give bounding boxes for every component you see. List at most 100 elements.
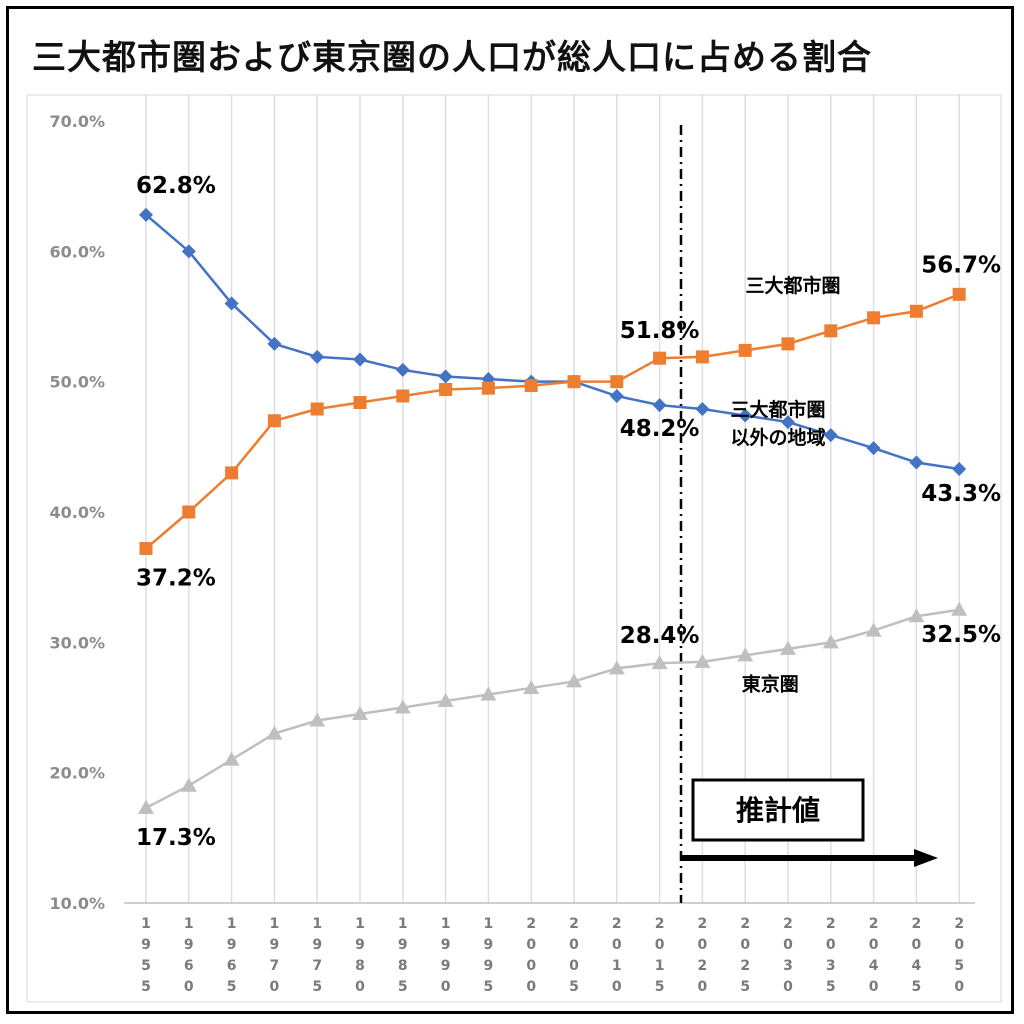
- data-point: [610, 375, 624, 389]
- data-point: [139, 207, 153, 222]
- estimate-arrowhead: [914, 849, 938, 867]
- data-point: [866, 441, 881, 456]
- data-label: 37.2%: [136, 565, 216, 591]
- data-point: [437, 692, 454, 707]
- data-point: [738, 343, 752, 357]
- data-point: [439, 382, 453, 396]
- estimate-label: 推計値: [736, 794, 820, 827]
- data-point: [909, 304, 923, 318]
- y-tick-label: 10.0%: [49, 894, 105, 913]
- data-point: [438, 369, 453, 384]
- data-point: [267, 414, 281, 428]
- chart-title: 三大都市圏および東京圏の人口が総人口に占める割合: [32, 38, 872, 78]
- data-point: [310, 349, 325, 364]
- data-point: [523, 679, 540, 694]
- data-label: 51.8%: [620, 318, 700, 344]
- data-point: [609, 389, 624, 404]
- data-point: [524, 379, 538, 393]
- series-name-label: 三大都市圏: [745, 274, 840, 297]
- data-point: [396, 389, 410, 403]
- data-point: [566, 673, 582, 688]
- series-name-label: 三大都市圏以外の地域: [730, 398, 825, 449]
- data-point: [394, 699, 411, 714]
- data-point: [694, 653, 711, 668]
- y-tick-label: 50.0%: [49, 373, 105, 392]
- y-tick-label: 30.0%: [49, 633, 105, 652]
- data-point: [352, 706, 368, 721]
- data-label: 48.2%: [620, 416, 700, 442]
- data-label: 17.3%: [136, 825, 216, 851]
- data-label: 62.8%: [136, 173, 216, 199]
- data-point: [139, 541, 153, 555]
- data-point: [224, 296, 239, 311]
- data-label: 43.3%: [921, 481, 1001, 507]
- data-point: [780, 640, 796, 655]
- data-point: [781, 415, 795, 430]
- data-point: [781, 337, 795, 351]
- data-point: [651, 655, 668, 670]
- data-point: [737, 647, 754, 662]
- data-point: [952, 461, 967, 476]
- data-point: [353, 396, 367, 410]
- data-point: [138, 799, 154, 814]
- data-point: [652, 398, 667, 413]
- data-point: [909, 455, 924, 470]
- data-point: [182, 505, 196, 519]
- data-point: [223, 751, 240, 766]
- data-point: [180, 777, 197, 792]
- data-point: [867, 311, 881, 325]
- data-point: [395, 362, 410, 377]
- data-point: [608, 660, 625, 675]
- data-point: [695, 350, 709, 364]
- data-label: 32.5%: [921, 622, 1001, 648]
- series-line: [145, 213, 960, 471]
- data-point: [951, 601, 968, 616]
- estimate-box: [691, 778, 865, 842]
- data-point: [266, 725, 283, 740]
- data-point: [738, 408, 753, 423]
- y-tick-label: 70.0%: [49, 112, 105, 131]
- data-point: [181, 244, 196, 259]
- data-point: [567, 375, 581, 389]
- chart-frame: [6, 6, 1014, 1014]
- data-point: [480, 686, 497, 701]
- data-point: [822, 634, 839, 649]
- data-label: 28.4%: [620, 623, 700, 649]
- data-point: [225, 466, 239, 480]
- data-point: [309, 712, 326, 727]
- y-tick-label: 20.0%: [49, 764, 105, 783]
- data-point: [695, 402, 710, 417]
- series-name-label: 東京圏: [742, 672, 799, 695]
- data-point: [824, 324, 838, 338]
- data-point: [653, 351, 667, 365]
- data-point: [481, 381, 495, 395]
- y-tick-label: 40.0%: [49, 503, 105, 522]
- data-point: [865, 622, 882, 637]
- series-line: [145, 608, 960, 809]
- plot-area: [26, 94, 1002, 1003]
- data-point: [353, 352, 367, 367]
- series-line: [145, 293, 960, 550]
- y-tick-label: 60.0%: [49, 242, 105, 261]
- data-point: [267, 336, 282, 351]
